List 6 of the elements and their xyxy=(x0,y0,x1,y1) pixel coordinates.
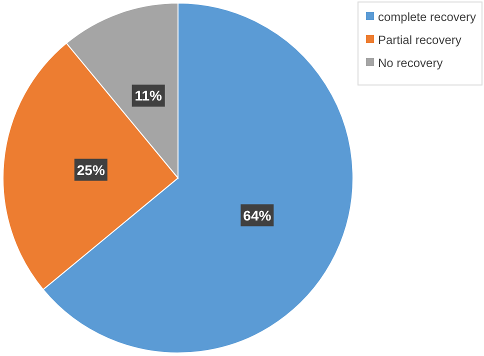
legend-label: No recovery xyxy=(378,56,443,70)
data-label: 64% xyxy=(243,207,272,224)
data-label: 25% xyxy=(76,162,106,178)
legend-label: complete recovery xyxy=(378,10,476,24)
data-label: 11% xyxy=(134,88,163,104)
legend-label: Partial recovery xyxy=(378,33,462,47)
